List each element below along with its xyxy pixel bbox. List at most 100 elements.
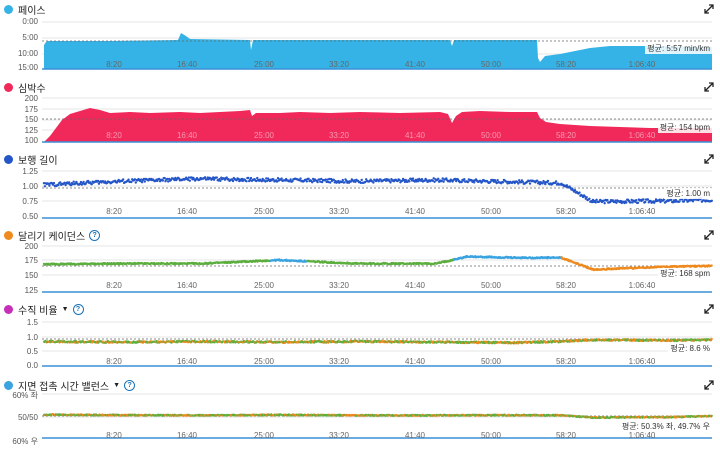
help-icon[interactable]: ? [89,229,101,241]
stride-data-point [177,177,181,180]
stride-data-point [372,181,375,184]
stride-data-point [649,199,652,203]
stride-data-point [265,177,268,180]
stride-data-point [359,181,362,185]
gct-balance-panel: 지면 접촉 시간 밸런스 ▼? 60% 좌 50/50 60% 우 평균: 50.… [0,376,720,452]
help-icon[interactable]: ? [72,303,84,315]
stride-data-point [433,180,436,183]
cadence-dot-icon [4,230,13,240]
expand-icon[interactable] [704,230,714,240]
stride-data-point [78,182,82,186]
cadence-points [42,254,713,272]
stride-data-point [266,179,269,183]
stride-data-point [249,176,253,180]
stride-data-point [291,180,294,183]
stride-data-point [541,182,544,185]
cadence-panel: 달리기 케이던스? 200 175 150 125 평균: 168 spm 8:… [0,226,720,296]
expand-icon[interactable] [704,380,714,390]
stride-data-point [646,198,650,201]
y-tick: 175 [24,256,38,265]
stride-data-point [527,179,531,183]
stride-data-point [255,179,258,183]
stride-data-point [174,176,177,180]
stride-data-point [280,177,283,180]
stride-data-point [212,178,216,181]
x-tick-label: 8:20 [106,357,122,366]
stride-data-point [140,178,143,181]
stride-data-point [343,181,346,184]
x-tick-label: 50:00 [480,60,502,69]
stride-data-point [619,199,623,203]
gct-balance-chart [42,393,713,439]
y-tick: 15:00 [17,63,38,72]
stride-data-point [473,181,476,184]
x-tick-label: 58:20 [555,431,577,440]
x-tick-label: 41:40 [404,357,426,366]
stride-data-point [59,181,62,184]
stride-data-point [324,178,327,181]
stride-data-point [167,180,170,183]
stride-data-point [341,178,344,182]
gct-balance-dot-icon [4,380,13,390]
stride-data-point [188,179,191,182]
stride-data-point [678,200,681,203]
x-tick-label: 1:06:40 [628,281,656,290]
stride-data-point [398,178,401,182]
y-tick: 0.50 [22,212,38,221]
stride-data-point [411,177,415,180]
stride-data-point [565,184,569,187]
stride-data-point [345,179,348,182]
x-tick-label: 41:40 [404,207,426,216]
y-tick: 1.5 [26,318,38,327]
help-icon[interactable]: ? [124,379,136,391]
y-tick: 60% 우 [12,437,38,446]
stride-data-point [536,179,539,182]
x-tick-label: 33:20 [328,60,350,69]
stride-data-point [289,178,292,181]
stride-data-point [240,177,244,181]
x-tick-label: 16:40 [176,357,198,366]
x-tick-label: 1:06:40 [628,431,656,440]
stride-data-point [585,196,588,199]
cadence-chart [42,245,713,293]
stride-data-point [231,179,235,183]
stride-data-point [420,178,424,181]
vertical-ratio-points [42,337,713,345]
stride-data-point [52,181,56,185]
stride-data-point [377,180,380,183]
stride-data-point [161,179,164,182]
stride-data-point [578,191,581,194]
stride-data-point [454,177,457,181]
stride-data-point [671,201,675,204]
x-tick-label: 58:20 [555,281,577,290]
x-tick-label: 33:20 [328,131,350,140]
vertical-ratio-chart [42,321,713,367]
stride-data-point [448,180,452,183]
expand-icon[interactable] [704,4,714,14]
stride-data-point [276,177,280,180]
x-tick-label: 8:20 [106,431,122,440]
stride-data-point [130,180,133,184]
expand-icon[interactable] [704,154,714,164]
stride-data-point [691,200,695,203]
dropdown-caret-icon[interactable]: ▼ [61,305,69,313]
stride-data-point [325,180,328,184]
x-tick-label: 16:40 [176,131,198,140]
y-tick: 125 [24,286,38,295]
stride-data-point [318,178,321,181]
stride-data-point [71,183,75,186]
stride-data-point [630,198,633,202]
dropdown-caret-icon[interactable]: ▼ [113,381,121,389]
stride-data-point [415,180,418,183]
heart-rate-area [44,108,712,142]
stride-data-point [517,182,520,185]
stride-data-point [489,180,492,184]
y-tick: 0.5 [26,347,38,356]
stride-data-point [673,200,677,203]
expand-icon[interactable] [704,304,714,314]
x-tick-label: 50:00 [480,357,502,366]
stride-data-point [127,178,130,181]
stride-data-point [364,180,367,184]
stride-data-point [354,180,357,184]
expand-icon[interactable] [704,82,714,92]
